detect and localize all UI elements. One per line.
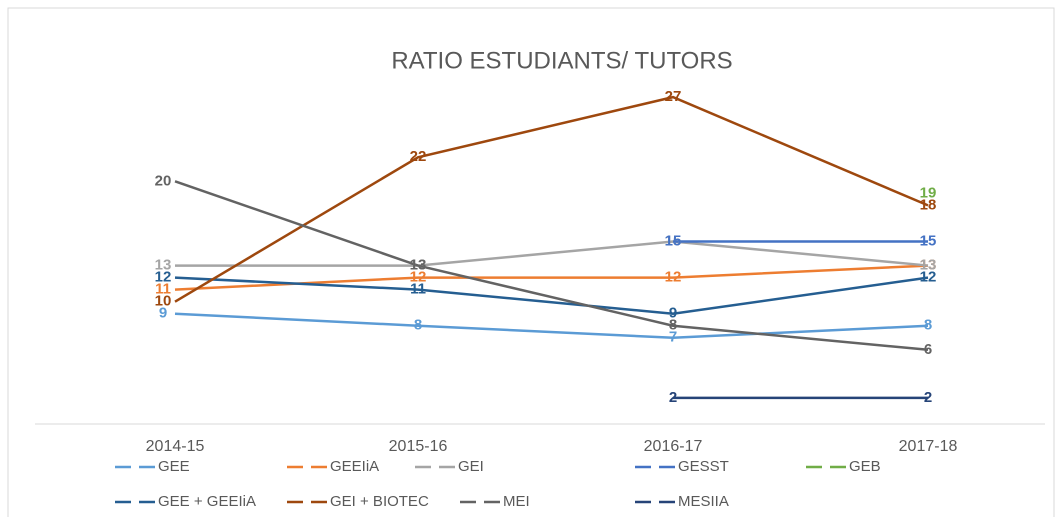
- data-label: 11: [410, 281, 426, 298]
- series-line: [174, 276, 929, 315]
- data-label: 22: [410, 148, 427, 165]
- data-label: 7: [669, 329, 677, 346]
- data-label: 12: [920, 269, 937, 286]
- legend-label: GEE: [158, 458, 190, 475]
- data-label: 2: [669, 389, 677, 406]
- data-label: 12: [155, 269, 172, 286]
- data-label: 13: [920, 257, 937, 274]
- x-tick-label: 2016-17: [644, 438, 703, 455]
- data-label: 9: [669, 305, 677, 322]
- data-label: 8: [669, 317, 677, 334]
- legend-label: MESIIA: [678, 493, 729, 510]
- data-label: 11: [155, 281, 171, 298]
- data-label: 8: [414, 317, 422, 334]
- data-label: 15: [665, 232, 682, 249]
- x-tick-label: 2017-18: [899, 438, 958, 455]
- series-line: [174, 180, 929, 352]
- data-label: 19: [920, 184, 937, 201]
- data-label: 12: [665, 269, 682, 286]
- data-label: 9: [159, 305, 167, 322]
- series-line: [174, 95, 929, 303]
- data-label: 13: [920, 257, 937, 274]
- chart-title: RATIO ESTUDIANTS/ TUTORS: [391, 47, 732, 74]
- x-tick-label: 2014-15: [146, 438, 205, 455]
- data-label: 15: [920, 232, 937, 249]
- data-label: 10: [155, 293, 172, 310]
- series-line: [174, 312, 929, 340]
- data-label: 12: [410, 269, 427, 286]
- legend-label: GEI: [458, 458, 484, 475]
- chart-frame: [7, 7, 1055, 517]
- x-tick-label: 2015-16: [389, 438, 448, 455]
- data-label: 15: [665, 232, 682, 249]
- legend-label: GEE + GEEIiA: [158, 493, 256, 510]
- legend-label: GEEIiA: [330, 458, 379, 475]
- data-label: 20: [155, 172, 172, 189]
- data-label: 13: [410, 257, 427, 274]
- data-label: 6: [924, 341, 932, 358]
- data-label: 8: [924, 317, 932, 334]
- legend-label: GEB: [849, 458, 881, 475]
- legend-label: GESST: [678, 458, 729, 475]
- data-label: 27: [665, 88, 682, 105]
- data-label: 13: [410, 257, 427, 274]
- series-line: [175, 240, 929, 267]
- data-label: 2: [924, 389, 932, 406]
- data-label: 13: [155, 257, 172, 274]
- legend-label: GEI + BIOTEC: [330, 493, 429, 510]
- legend-label: MEI: [503, 493, 530, 510]
- data-label: 18: [920, 196, 937, 213]
